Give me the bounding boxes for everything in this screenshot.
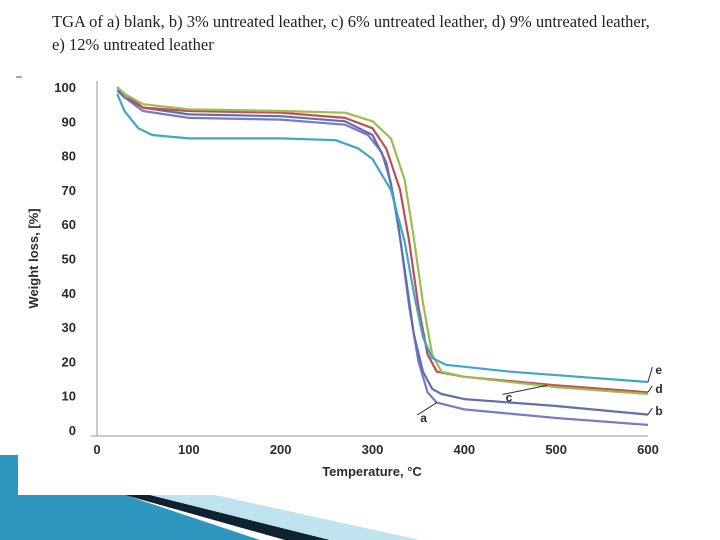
curve-label-e: e: [655, 363, 662, 377]
series-line-e: [116, 93, 649, 384]
annotation-leader-a: [416, 402, 438, 416]
x-tick-label: 200: [270, 442, 292, 457]
chart-axes: 0 10 20 30 40 50 60 70 80 90 100 0 100 200 300 400 500 60…: [26, 80, 659, 479]
x-tick-label: 100: [178, 442, 200, 457]
y-tick-label: 90: [62, 114, 76, 129]
x-tick-label: 600: [637, 442, 659, 457]
y-tick-label: 60: [62, 217, 76, 232]
x-tick-label: 400: [453, 442, 475, 457]
series-line-d: [116, 86, 649, 396]
x-tick-label: 500: [545, 442, 567, 457]
decor-dark-stripe: [125, 495, 330, 540]
y-axis-label: Weight loss, [%]: [26, 208, 41, 308]
y-tick-label: 50: [62, 252, 76, 267]
y-tick-label: 80: [62, 149, 76, 164]
curve-label-d: d: [655, 382, 662, 396]
series-line-c: [116, 86, 649, 394]
annotation-leader-e: [647, 366, 653, 383]
slide-title: TGA of a) blank, b) 3% untreated leather…: [52, 12, 650, 54]
y-tick-label: 100: [54, 80, 76, 95]
curve-label-b: b: [655, 404, 662, 418]
y-tick-label: 20: [62, 354, 76, 369]
y-tick-label: 70: [62, 183, 76, 198]
y-tick-label: 0: [69, 423, 76, 438]
chart-labels: ed c b a: [416, 363, 663, 425]
curve-label-c: c: [506, 390, 513, 404]
y-tick-label: 30: [62, 320, 76, 335]
annotation-leader-b: [647, 407, 653, 415]
x-tick-label: 300: [362, 442, 384, 457]
annotation-leader-c: [502, 384, 548, 395]
curve-label-a: a: [420, 411, 427, 425]
decor-teal-wedge: [0, 455, 260, 540]
x-axis-label: Temperature, °C: [322, 464, 422, 479]
x-tick-label: 0: [93, 442, 100, 457]
annotation-leader-d: [647, 385, 653, 393]
y-tick-label: 10: [62, 389, 76, 404]
decor-light-stripe: [150, 495, 420, 540]
chart-series: [116, 86, 649, 426]
y-tick-label: 40: [62, 286, 76, 301]
